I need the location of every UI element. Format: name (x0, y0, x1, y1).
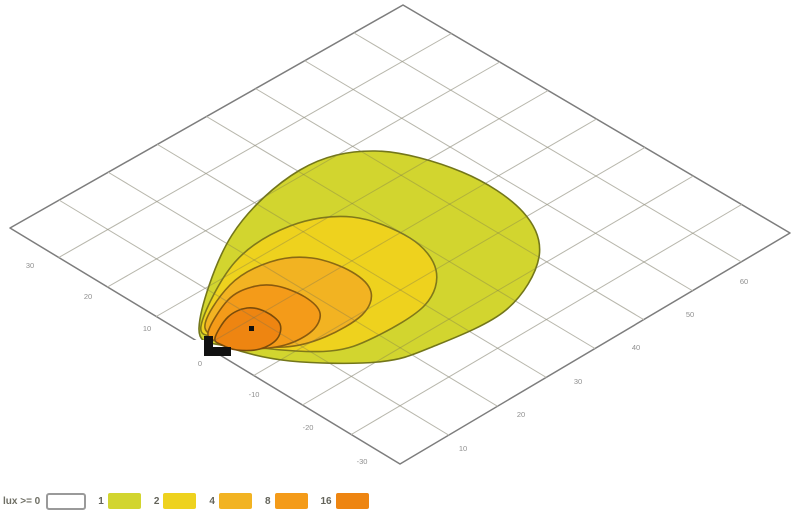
tick-label-right: 20 (517, 410, 525, 419)
legend-title: lux >= 0 (3, 495, 41, 507)
legend-swatch-lux-2 (163, 493, 197, 509)
grid-line-overlay (58, 33, 452, 258)
tick-label-right: 50 (686, 310, 694, 319)
legend-items: 1 2 4 8 16 (98, 493, 381, 509)
grid-line-overlay (204, 118, 597, 347)
tick-label-right: 40 (632, 343, 640, 352)
legend-value-label: 4 (209, 495, 215, 507)
legend: lux >= 0 1 2 4 8 16 (3, 489, 382, 513)
hotspot-marker (249, 326, 254, 331)
grid-line-overlay (353, 32, 742, 263)
grid-line-overlay (156, 90, 549, 317)
tick-label-left: -20 (303, 423, 314, 432)
legend-swatch-lux-1 (107, 493, 141, 509)
tick-label-right: 30 (574, 377, 582, 386)
legend-value-label: 1 (98, 495, 104, 507)
lamp-notch (187, 340, 204, 362)
grid-line-overlay (58, 199, 450, 436)
grid-line-overlay (302, 175, 694, 406)
lamp-symbol-icon (204, 336, 231, 356)
grid-line (350, 204, 742, 435)
tick-label-left: -30 (357, 457, 368, 466)
grid-line-overlay (157, 143, 547, 378)
tick-label-left: 0 (198, 359, 202, 368)
grid-line-overlay (107, 171, 498, 407)
legend-value-label: 2 (153, 495, 160, 507)
tick-label-left: 20 (84, 292, 92, 301)
grid-line-overlay (255, 88, 645, 321)
grid-line-overlay (206, 116, 596, 349)
grid-line-overlay (304, 60, 693, 292)
tick-label-right: 10 (459, 444, 467, 453)
legend-value-label: 8 (264, 495, 271, 507)
grid-line (304, 60, 693, 292)
legend-swatch-lux-4 (218, 493, 252, 509)
legend-swatch-lux-8 (274, 493, 308, 509)
grid-line (353, 32, 742, 263)
grid-line-overlay (350, 204, 742, 435)
grid-line-overlay (107, 61, 500, 288)
tick-label-left: 30 (26, 261, 34, 270)
grid-line-overlay (253, 147, 646, 376)
ground-plane-border (9, 4, 791, 465)
legend-swatch-lux-0 (46, 492, 87, 510)
tick-label-right: 60 (740, 277, 748, 286)
tick-label-left: 10 (143, 324, 151, 333)
legend-swatch-lux-16 (335, 493, 369, 509)
tick-label-left: -10 (249, 390, 260, 399)
legend-value-label: 16 (320, 495, 332, 507)
